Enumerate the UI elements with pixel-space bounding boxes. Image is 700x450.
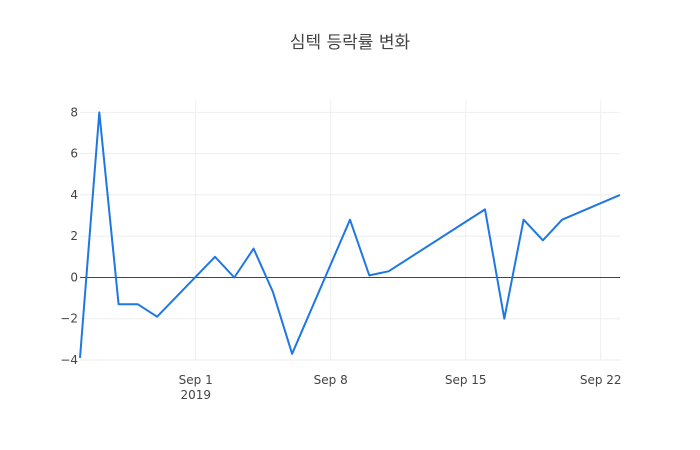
y-tick-label: 0 [70,270,78,284]
x-tick-label: Sep 15 [445,373,487,387]
x-tick-label: Sep 8 [314,373,348,387]
data-point [288,350,296,358]
x-tick-label: Sep 22 [580,373,622,387]
y-tick-label: 8 [70,105,78,119]
data-point [95,108,103,116]
data-point [481,205,489,213]
y-tick-label: 2 [70,229,78,243]
data-point [115,300,123,308]
data-point [385,267,393,275]
data-point [616,191,624,199]
data-point [520,216,528,224]
data-point [250,245,258,253]
y-axis-ticks: 8 6 4 2 0 −2 −4 [60,105,78,367]
data-point [539,236,547,244]
grid [80,100,620,361]
series-group [79,108,624,358]
data-point [365,271,373,279]
y-tick-label: −4 [60,353,78,367]
data-point [269,288,277,296]
data-point [558,216,566,224]
data-point [134,300,142,308]
data-point [153,313,161,321]
series-line [79,111,621,358]
data-point [211,253,219,261]
data-point [500,315,508,323]
data-point [346,216,354,224]
x-tick-sublabel: 2019 [180,388,211,402]
y-tick-label: −2 [60,312,78,326]
chart-title: 심텍 등락률 변화 [290,33,411,53]
data-point [230,273,238,281]
x-tick-label: Sep 1 [179,373,213,387]
y-tick-label: 6 [70,147,78,161]
y-tick-label: 4 [70,188,78,202]
